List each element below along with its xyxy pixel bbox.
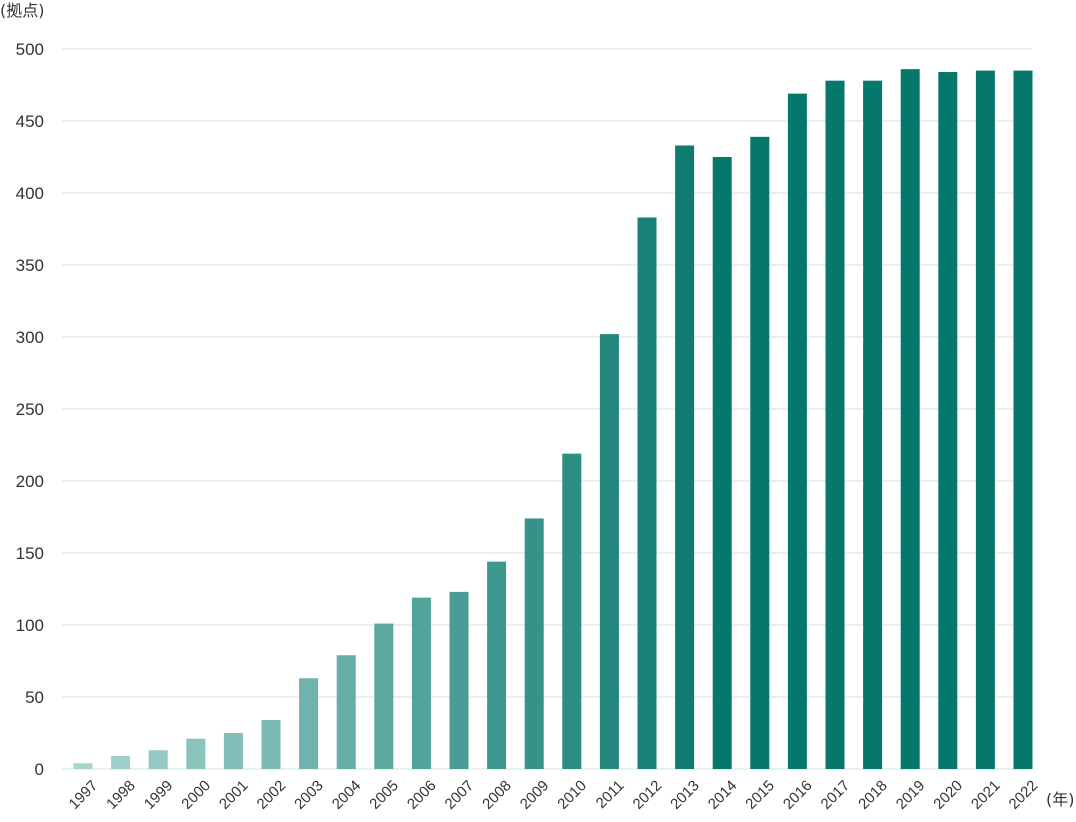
bar-2021 xyxy=(975,70,995,770)
y-tick-label: 450 xyxy=(16,112,44,131)
bar-2015 xyxy=(750,136,770,770)
x-tick-label: 2014 xyxy=(705,777,741,813)
x-tick-label: 2011 xyxy=(593,777,628,812)
bar-2007 xyxy=(449,591,469,769)
bar-2000 xyxy=(186,738,206,769)
bar-2022 xyxy=(1013,70,1033,770)
bar-2017 xyxy=(825,80,845,770)
x-tick-label: 2008 xyxy=(479,777,515,813)
x-tick-label: 2005 xyxy=(366,777,402,813)
y-tick-label: 400 xyxy=(16,184,44,203)
x-axis-ticks: 1997 1998 1999 2000 2001 2002 2003 2004 2005 2006… xyxy=(66,777,1042,813)
bar-2018 xyxy=(863,80,883,770)
x-tick-label: 1999 xyxy=(141,777,177,813)
x-tick-label: 2003 xyxy=(291,777,327,813)
x-tick-label: 2018 xyxy=(855,777,891,813)
x-tick-label: 2000 xyxy=(178,777,214,813)
bar-2020 xyxy=(938,72,958,770)
x-tick-label: 2013 xyxy=(667,777,703,813)
y-tick-label: 250 xyxy=(16,400,44,419)
y-tick-label: 100 xyxy=(16,616,44,635)
bars xyxy=(73,69,1033,770)
bar-2008 xyxy=(487,561,507,769)
x-tick-label: 1998 xyxy=(103,777,139,813)
x-tick-label: 2002 xyxy=(254,777,290,813)
bar-2014 xyxy=(712,157,732,769)
bar-2003 xyxy=(299,678,319,769)
x-tick-label: 2020 xyxy=(930,777,966,813)
x-tick-label: 2007 xyxy=(442,777,478,813)
y-tick-label: 200 xyxy=(16,472,44,491)
bar-1999 xyxy=(148,750,168,769)
bar-2012 xyxy=(637,217,657,770)
x-tick-label: 2001 xyxy=(216,777,252,813)
y-axis-unit-label: (拠点) xyxy=(0,1,45,20)
bar-2009 xyxy=(524,518,544,769)
bar-2019 xyxy=(900,69,920,769)
y-tick-label: 300 xyxy=(16,328,44,347)
x-tick-label: 2009 xyxy=(517,777,553,813)
bar-2001 xyxy=(223,733,243,769)
y-axis-ticks: 0 50 100 150 200 250 300 350 400 450 500 xyxy=(16,40,44,779)
bar-2006 xyxy=(411,597,431,769)
x-tick-label: 2021 xyxy=(968,777,1004,813)
x-tick-label: 2015 xyxy=(742,777,778,813)
x-tick-label: 2004 xyxy=(329,777,365,813)
x-tick-label: 1997 xyxy=(66,777,102,813)
bar-2010 xyxy=(562,453,582,769)
bar-1998 xyxy=(111,756,131,769)
x-tick-label: 2012 xyxy=(630,777,666,813)
gridlines xyxy=(62,48,1032,770)
x-tick-label: 2016 xyxy=(780,777,816,813)
bar-2002 xyxy=(261,720,281,769)
bar-2005 xyxy=(374,623,394,769)
y-tick-label: 0 xyxy=(35,760,44,779)
bar-1997 xyxy=(73,763,93,769)
x-tick-label: 2019 xyxy=(893,777,929,813)
x-tick-label: 2022 xyxy=(1006,777,1042,813)
bar-2013 xyxy=(675,145,695,770)
y-tick-label: 350 xyxy=(16,256,44,275)
y-tick-label: 150 xyxy=(16,544,44,563)
x-tick-label: 2006 xyxy=(404,777,440,813)
x-tick-label: 2010 xyxy=(554,777,590,813)
x-axis-unit-label: (年) xyxy=(1046,790,1075,809)
bar-2016 xyxy=(787,93,807,769)
bar-2011 xyxy=(599,334,619,769)
y-tick-label: 50 xyxy=(25,688,44,707)
y-tick-label: 500 xyxy=(16,40,44,59)
bar-2004 xyxy=(336,655,356,769)
x-tick-label: 2017 xyxy=(818,777,854,813)
